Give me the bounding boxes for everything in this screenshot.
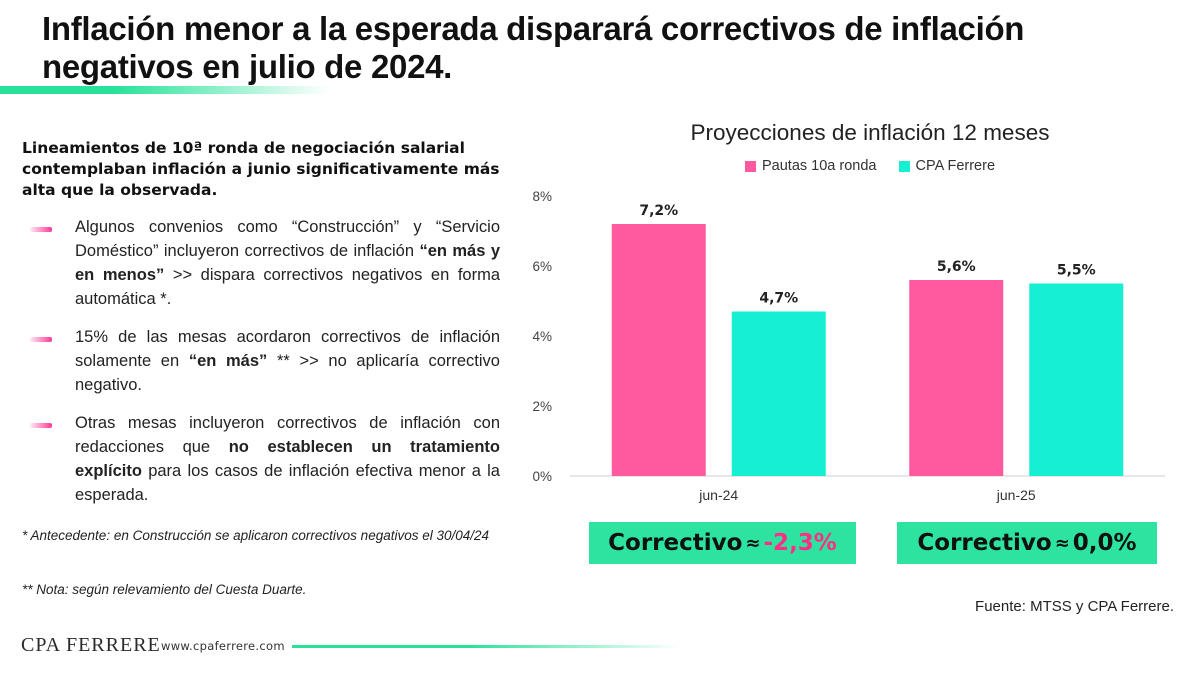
bar-jun-24-series-0 [611,224,706,476]
bullet-emphasis: “en más y en menos” [75,242,500,284]
bar-data-label: 5,5% [1057,263,1096,279]
correctivo-label: Correctivo [608,530,743,556]
bullet-item: Algunos convenios como “Construcción” y … [22,215,500,311]
bullet-text: para los casos de inflación efectiva men… [75,462,500,504]
correctivo-box-jun24: Correctivo ≈ -2,3% [589,522,856,564]
legend-label-cpa: CPA Ferrere [915,158,996,174]
company-logo: CPA FERRERE [21,634,161,656]
x-tick-label: jun-25 [996,487,1036,503]
x-tick-label: jun-24 [698,487,738,503]
bullet-emphasis: “en más” [188,352,268,370]
bullet-text: ** >> no aplicaría correctivo negativo. [75,352,500,394]
y-tick-label: 6% [532,259,552,274]
correctivo-value: 0,0% [1072,530,1137,556]
intro-text: Lineamientos de 10ª ronda de negociación… [22,139,500,199]
bullet-marker-icon [30,423,52,428]
footer-accent-line [292,645,682,648]
y-tick-label: 0% [532,469,552,484]
bar-data-label: 7,2% [639,203,678,219]
y-tick-label: 8% [532,189,552,204]
legend-item-pautas: Pautas 10a ronda [744,158,877,174]
chart-title: Proyecciones de inflación 12 meses [690,120,1050,145]
title-accent-line [0,86,330,94]
bullet-emphasis: no establecen un tratamiento explícito [75,438,500,480]
source-text: Fuente: MTSS y CPA Ferrere. [975,598,1174,615]
bar-jun-25-series-1 [1029,283,1124,476]
page-title: Inflación menor a la esperada disparará … [42,10,1025,85]
bullet-text: 15% de las mesas acordaron correctivos d… [75,328,500,370]
bullet-marker-icon [30,227,52,232]
footnote-antecedente: * Antecedente: en Construcción se aplica… [22,528,490,543]
bullet-item: Otras mesas incluyeron correctivos de in… [22,411,500,507]
bullet-marker-icon [30,337,52,342]
approx-symbol: ≈ [1054,532,1070,554]
bar-jun-25-series-0 [909,280,1004,476]
bullet-text: Otras mesas incluyeron correctivos de in… [75,414,500,456]
bullet-text: >> dispara correctivos negativos en form… [75,266,500,308]
correctivo-box-jun25: Correctivo ≈ 0,0% [897,522,1157,564]
bullet-item: 15% de las mesas acordaron correctivos d… [22,325,500,397]
legend-swatch-pautas [744,160,756,172]
correctivo-label: Correctivo [917,530,1052,556]
correctivo-value: -2,3% [763,530,837,556]
approx-symbol: ≈ [745,532,761,554]
legend-swatch-cpa [898,160,910,172]
y-tick-label: 2% [532,399,552,414]
website-link[interactable]: www.cpaferrere.com [161,639,285,653]
legend-item-cpa: CPA Ferrere [898,158,996,174]
bar-data-label: 4,7% [759,291,798,307]
left-panel: Lineamientos de 10ª ronda de negociación… [22,138,500,521]
footnote-nota: ** Nota: según relevamiento del Cuesta D… [22,582,307,597]
bar-chart: 0% 2% 4% 6% 8% 7,2% 4,7% jun-24 5,6% 5,5% jun-25 [532,189,1165,503]
bar-jun-24-series-1 [731,311,826,476]
legend-label-pautas: Pautas 10a ronda [761,158,877,174]
bar-data-label: 5,6% [937,259,976,275]
bullet-text: Algunos convenios como “Construcción” y … [75,218,500,260]
y-tick-label: 4% [532,329,552,344]
chart-legend: Pautas 10a ronda CPA Ferrere [560,158,1180,176]
bullet-list: Algunos convenios como “Construcción” y … [22,215,500,507]
